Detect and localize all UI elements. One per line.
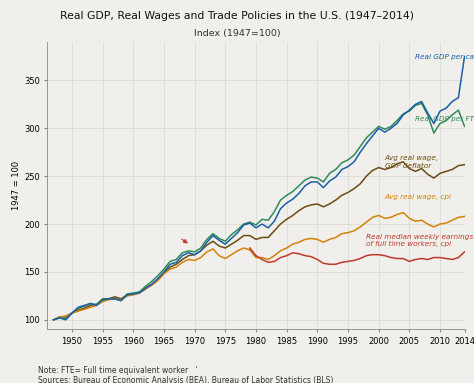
Text: Real GDP per capita: Real GDP per capita [415,54,474,59]
Text: Real GDP per FTE: Real GDP per FTE [415,116,474,122]
Y-axis label: 1947 = 100: 1947 = 100 [12,161,21,210]
Text: Sources: Bureau of Economic Analysis (BEA), Bureau of Labor Statistics (BLS): Sources: Bureau of Economic Analysis (BE… [38,376,333,383]
Text: Real GDP, Real Wages and Trade Policies in the U.S. (1947–2014): Real GDP, Real Wages and Trade Policies … [60,11,414,21]
Text: Note: FTE= Full time equivalent worker   ʹ: Note: FTE= Full time equivalent worker ʹ [38,366,197,375]
Text: Avg real wage, cpi: Avg real wage, cpi [385,194,452,200]
Text: Index (1947=100): Index (1947=100) [194,29,280,38]
Text: Avg real wage,
GDP deflator: Avg real wage, GDP deflator [385,155,439,169]
Text: Real median weekly earnings
of full time workers, cpi: Real median weekly earnings of full time… [366,234,474,247]
